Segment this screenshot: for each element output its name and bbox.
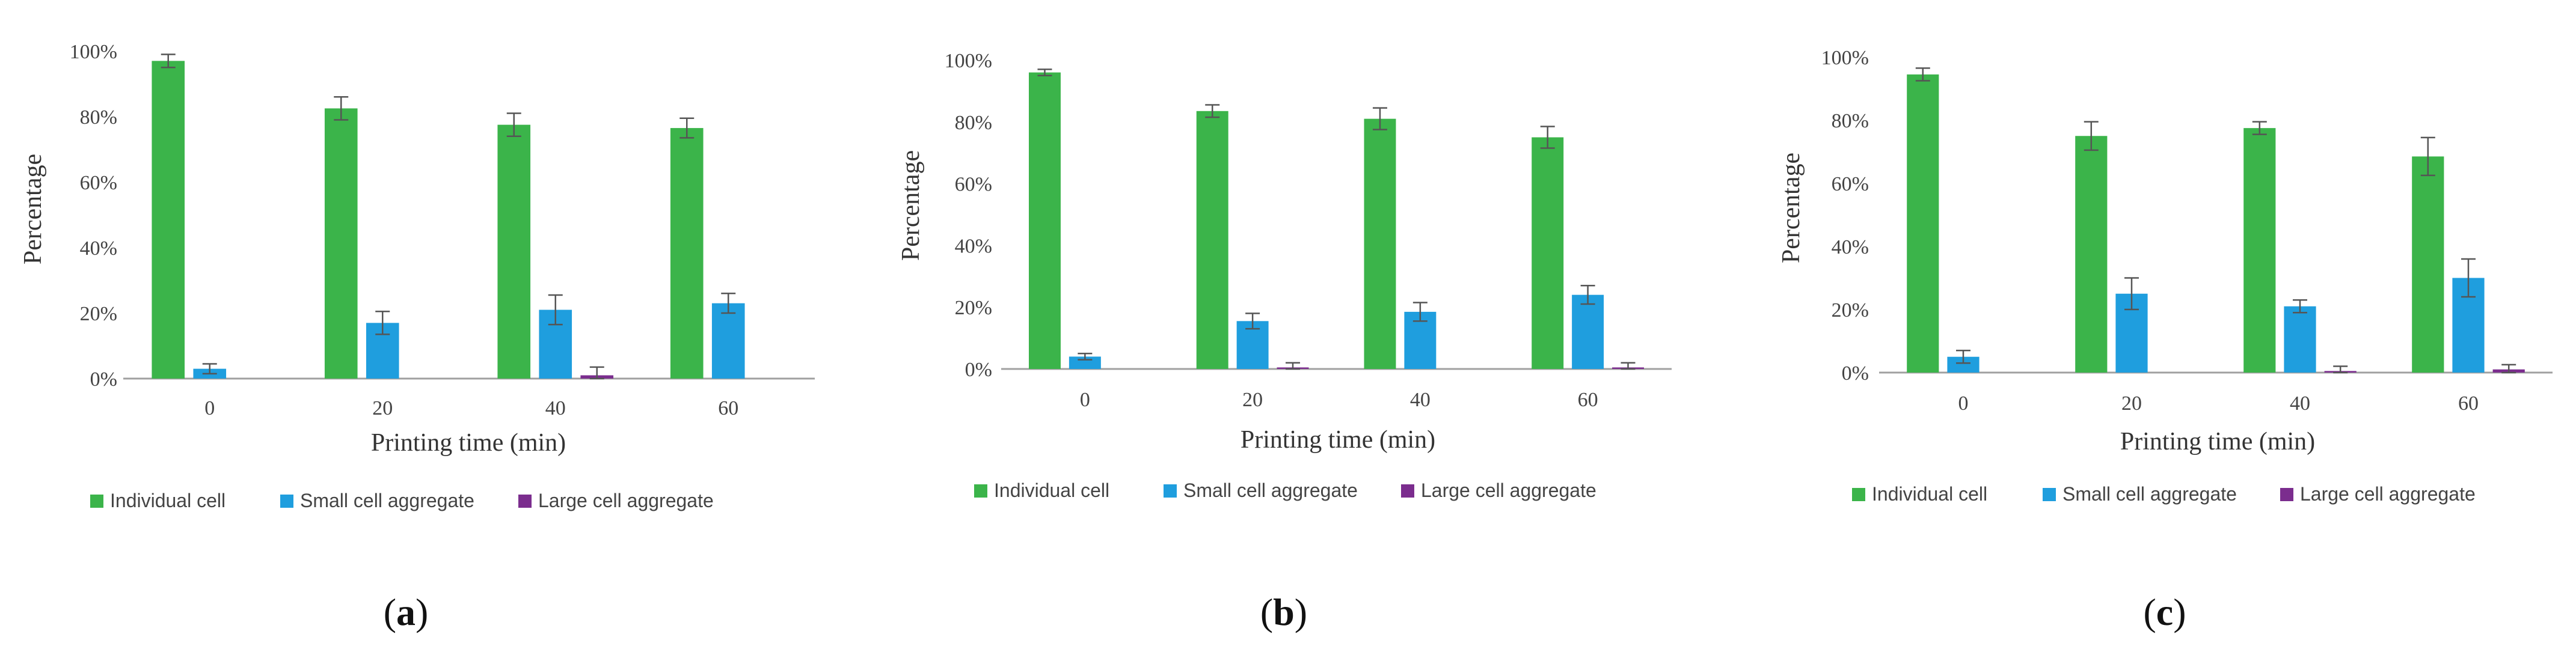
legend-swatch-large-cell-aggregate: [2280, 488, 2293, 501]
bar-individual-cell-60: [1532, 137, 1564, 369]
panel-a-ytick-label: 40%: [80, 237, 117, 260]
legend-swatch-small-cell-aggregate: [1164, 484, 1177, 498]
legend-label-small-cell-aggregate: Small cell aggregate: [2062, 483, 2237, 505]
bar-individual-cell-40: [497, 124, 531, 379]
panel-c-ytick-label: 20%: [1832, 299, 1869, 321]
panel-c-yticks: 0% 20% 40% 60% 80% 100%: [1821, 47, 1869, 385]
bar-individual-cell-20: [1196, 111, 1228, 369]
panel-b-xtick-label: 40: [1410, 389, 1431, 411]
panel-c-xticks: 0 20 40 60: [1958, 392, 2479, 415]
panel-c: Percentage 0% 20% 40% 60% 80% 100% 0 20 40 60 Pr…: [1777, 47, 2553, 633]
bar-individual-cell-60: [670, 128, 704, 379]
panel-b-ytick-label: 80%: [955, 112, 992, 134]
bar-individual-cell-40: [1364, 118, 1396, 369]
panel-c-ytick-label: 40%: [1832, 236, 1869, 258]
panel-a-ytick-label: 100%: [70, 41, 117, 63]
bar-individual-cell-60: [2412, 156, 2444, 373]
panel-b: Percentage 0% 20% 40% 60% 80% 100% 0 20 40 60 Pr…: [897, 50, 1672, 633]
legend-label-individual-cell: Individual cell: [110, 490, 225, 511]
legend-label-large-cell-aggregate: Large cell aggregate: [2300, 483, 2476, 505]
bar-individual-cell-20: [324, 108, 358, 379]
legend-swatch-individual-cell: [90, 495, 103, 508]
panel-c-xtick-label: 60: [2458, 392, 2479, 415]
legend-label-large-cell-aggregate: Large cell aggregate: [1421, 480, 1596, 501]
panel-c-label-letter: c: [2156, 591, 2173, 633]
bar-individual-cell-0: [1907, 74, 1939, 373]
panel-a-ylabel: Percentage: [19, 154, 47, 264]
panel-c-xtick-label: 40: [2290, 392, 2310, 415]
legend-label-individual-cell: Individual cell: [994, 480, 1109, 501]
panel-a-label-letter: a: [396, 591, 416, 633]
panel-c-ylabel: Percentage: [1777, 153, 1805, 263]
panel-b-xtick-label: 0: [1080, 389, 1090, 411]
panel-b-xlabel: Printing time (min): [1240, 426, 1435, 454]
panel-b-bars: [1028, 69, 1645, 370]
legend-swatch-large-cell-aggregate: [518, 495, 532, 508]
panel-c-xlabel: Printing time (min): [2120, 428, 2315, 455]
bar-small-cell-aggregate-60: [1572, 294, 1604, 369]
panel-c-ytick-label: 80%: [1832, 110, 1869, 132]
panel-b-label-letter: b: [1273, 591, 1295, 633]
legend-swatch-small-cell-aggregate: [280, 495, 293, 508]
panel-a-ytick-label: 0%: [90, 368, 117, 391]
panel-a-xlabel: Printing time (min): [371, 429, 566, 457]
bar-individual-cell-0: [1028, 72, 1061, 369]
panel-a-yticks: 0% 20% 40% 60% 80% 100%: [70, 41, 117, 391]
panel-a-xtick-label: 60: [718, 397, 738, 419]
panel-c-ytick-label: 100%: [1821, 47, 1869, 69]
panel-a-xtick-label: 0: [204, 397, 215, 419]
legend-swatch-small-cell-aggregate: [2043, 488, 2056, 501]
panel-c-bars: [1907, 67, 2525, 374]
panel-b-ytick-label: 40%: [955, 235, 992, 257]
panel-b-ytick-label: 60%: [955, 174, 992, 196]
panel-c-label: (c): [2143, 591, 2186, 633]
legend-swatch-large-cell-aggregate: [1401, 484, 1414, 498]
legend-label-large-cell-aggregate: Large cell aggregate: [538, 490, 714, 511]
panel-b-yticks: 0% 20% 40% 60% 80% 100%: [945, 50, 992, 381]
panel-a-label: (a): [384, 591, 429, 633]
panel-c-ytick-label: 0%: [1842, 362, 1869, 385]
bar-individual-cell-40: [2243, 128, 2276, 373]
panel-c-xtick-label: 0: [1958, 392, 1969, 415]
panel-c-xtick-label: 20: [2121, 392, 2142, 415]
bar-small-cell-aggregate-60: [711, 303, 745, 379]
bar-individual-cell-0: [152, 61, 185, 379]
panel-a-ytick-label: 80%: [80, 106, 117, 129]
legend-swatch-individual-cell: [1852, 488, 1865, 501]
panel-a-xtick-label: 40: [545, 397, 566, 419]
panel-b-legend: Individual cell Small cell aggregate Large…: [974, 480, 1596, 501]
panel-b-xtick-label: 60: [1578, 389, 1598, 411]
bar-individual-cell-20: [2075, 136, 2108, 373]
panel-a-bars: [152, 53, 745, 380]
panel-b-ytick-label: 0%: [965, 359, 992, 381]
legend-label-small-cell-aggregate: Small cell aggregate: [1183, 480, 1358, 501]
bar-small-cell-aggregate-0: [1069, 356, 1101, 369]
panel-b-label: (b): [1260, 591, 1307, 633]
legend-label-small-cell-aggregate: Small cell aggregate: [300, 490, 474, 511]
panel-a: Percentage 0% 20% 40% 60% 80% 100% 0 20 40 60 Pr…: [19, 41, 815, 633]
legend-swatch-individual-cell: [974, 484, 987, 498]
panel-a-legend: Individual cell Small cell aggregate Large…: [90, 490, 714, 511]
panel-a-xtick-label: 20: [372, 397, 393, 419]
legend-label-individual-cell: Individual cell: [1872, 483, 1987, 505]
panel-c-legend: Individual cell Small cell aggregate Large…: [1852, 483, 2476, 505]
panel-a-ytick-label: 60%: [80, 172, 117, 194]
bar-small-cell-aggregate-40: [2284, 306, 2316, 373]
panel-b-xticks: 0 20 40 60: [1080, 389, 1598, 411]
panel-b-ylabel: Percentage: [897, 150, 925, 261]
panel-b-ytick-label: 20%: [955, 297, 992, 319]
panel-c-ytick-label: 60%: [1832, 173, 1869, 195]
panel-b-ytick-label: 100%: [945, 50, 992, 72]
panel-a-ytick-label: 20%: [80, 303, 117, 325]
panel-b-xtick-label: 20: [1242, 389, 1263, 411]
panel-a-xticks: 0 20 40 60: [204, 397, 738, 419]
